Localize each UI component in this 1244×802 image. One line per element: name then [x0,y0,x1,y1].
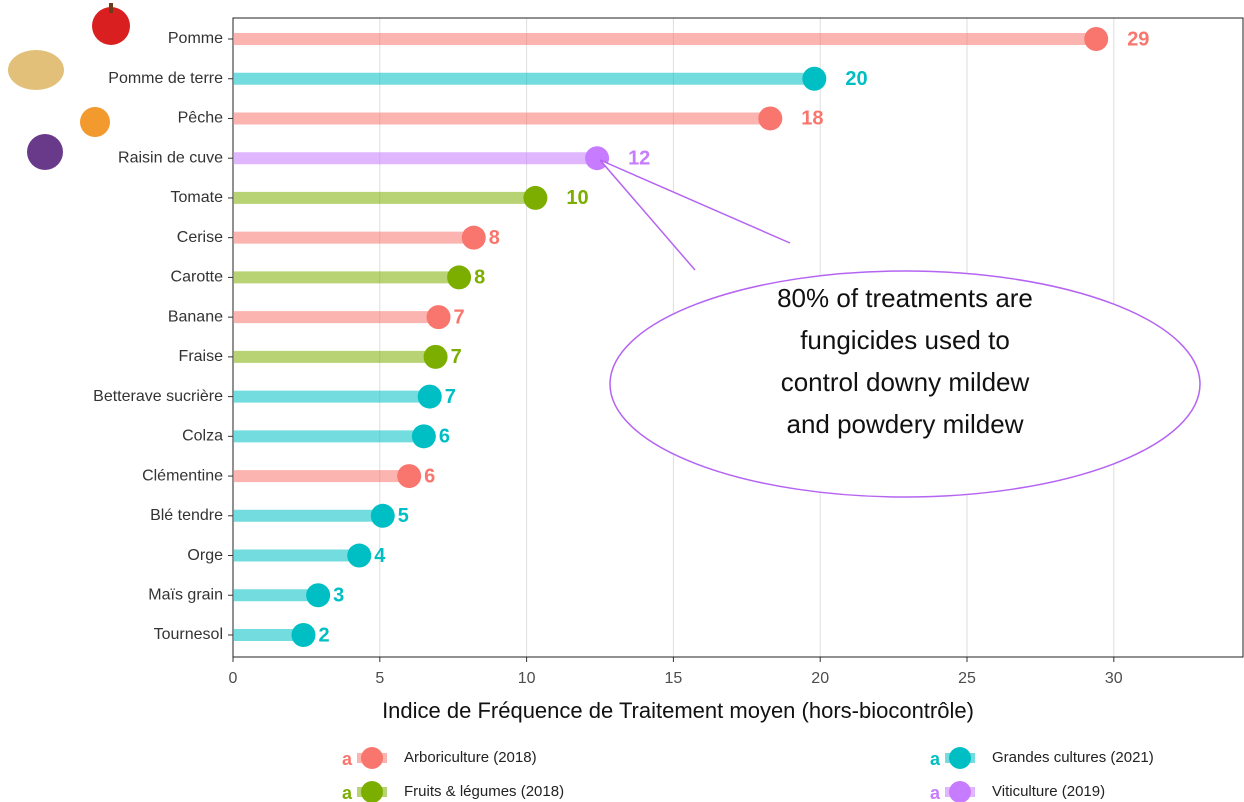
y-tick-label: Tomate [171,189,224,206]
callout-joint [696,244,789,276]
y-tick-label: Carotte [171,269,224,286]
dot [802,66,827,91]
value-label: 12 [628,147,650,169]
legend-key-text: a [342,783,353,802]
potato-icon [8,50,64,90]
y-tick-label: Maïs grain [148,586,223,603]
y-tick-label: Cerise [177,229,223,246]
callout-tail [599,159,791,271]
legend-label: Arboriculture (2018) [404,749,537,766]
y-tick-label: Pomme de terre [108,70,223,87]
value-label: 8 [474,267,485,289]
legend-key-dot [361,747,383,769]
value-label: 6 [439,426,450,448]
x-axis-title: Indice de Fréquence de Traitement moyen … [382,698,974,723]
dot [1084,27,1109,51]
value-label: 5 [398,505,409,527]
value-label: 20 [845,68,867,90]
dot [370,503,395,528]
y-tick-label: Betterave sucrière [93,388,223,405]
value-label: 8 [489,227,500,249]
callout [599,159,1201,498]
x-tick-label: 30 [1105,670,1123,687]
dot [426,305,451,330]
value-label: 29 [1127,28,1149,50]
value-label: 4 [374,545,386,567]
x-tick-label: 10 [518,670,536,687]
dot [523,185,548,210]
value-label: 3 [333,585,344,607]
x-tick-label: 15 [665,670,683,687]
dot [306,583,331,608]
callout-bubble [609,270,1201,498]
legend-label: Viticulture (2019) [992,783,1105,800]
apple-icon [92,7,130,45]
value-label: 7 [451,346,462,368]
dot [447,265,472,290]
plot-frame [232,17,1244,658]
apple-stem [109,3,113,13]
legend-key-dot [949,781,971,802]
legend-key-text: a [342,749,353,769]
value-label: 18 [801,108,823,130]
dot [461,225,486,250]
icons [8,3,130,170]
y-tick-label: Tournesol [154,626,223,643]
value-label: 2 [318,624,329,646]
dot [758,106,783,131]
y-tick-label: Raisin de cuve [118,149,223,166]
y-tick-label: Clémentine [142,467,223,484]
grape-icon [27,134,63,170]
legend-key-dot [361,781,383,802]
dot [291,623,316,647]
legend-key-dot [949,747,971,769]
value-label: 7 [454,306,465,328]
peach-icon [80,107,110,137]
x-tick-label: 0 [229,670,238,687]
value-label: 7 [445,386,456,408]
annotation-line: and powdery mildew [786,409,1023,439]
legend-key-text: a [930,749,941,769]
dot [411,424,436,449]
y-tick-label: Colza [182,428,223,445]
dot [417,384,442,409]
y-tick-label: Orge [187,547,223,564]
y-tick-label: Banane [168,308,223,325]
legend-label: Grandes cultures (2021) [992,749,1154,766]
legend-key-text: a [930,783,941,802]
x-tick-label: 25 [958,670,976,687]
y-tick-label: Pêche [178,110,223,127]
annotation-line: fungicides used to [800,325,1010,355]
annotation-line: 80% of treatments are [777,283,1033,313]
value-label: 10 [566,187,588,209]
dot [347,543,372,568]
x-tick-label: 20 [811,670,829,687]
dot [423,344,448,369]
value-label: 6 [424,465,435,487]
x-tick-label: 5 [375,670,384,687]
dot [397,464,422,489]
y-tick-label: Pomme [168,30,223,47]
y-tick-label: Blé tendre [150,507,223,524]
y-tick-label: Fraise [179,348,224,365]
legend-label: Fruits & légumes (2018) [404,783,564,800]
annotation-line: control downy mildew [781,367,1030,397]
